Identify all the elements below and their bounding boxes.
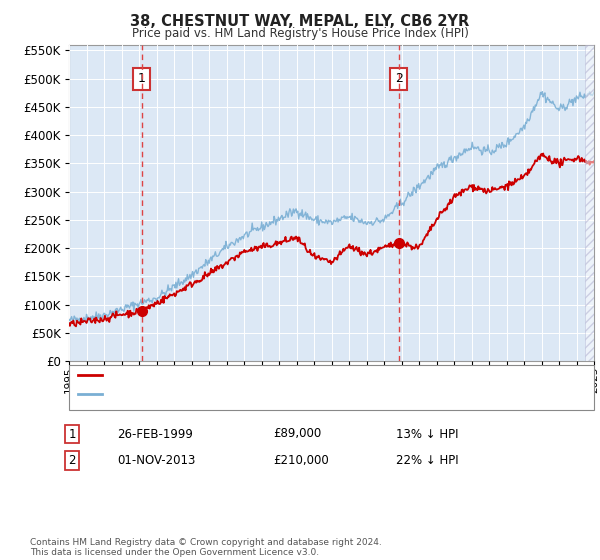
Text: 2: 2 bbox=[395, 72, 403, 85]
Text: 1: 1 bbox=[68, 427, 76, 441]
Polygon shape bbox=[585, 45, 594, 361]
Text: 2: 2 bbox=[68, 454, 76, 467]
Text: 22% ↓ HPI: 22% ↓ HPI bbox=[396, 454, 458, 467]
Text: £89,000: £89,000 bbox=[273, 427, 321, 441]
Text: 38, CHESTNUT WAY, MEPAL, ELY, CB6 2YR (detached house): 38, CHESTNUT WAY, MEPAL, ELY, CB6 2YR (d… bbox=[108, 370, 436, 380]
Text: 26-FEB-1999: 26-FEB-1999 bbox=[117, 427, 193, 441]
Text: £210,000: £210,000 bbox=[273, 454, 329, 467]
Text: Contains HM Land Registry data © Crown copyright and database right 2024.
This d: Contains HM Land Registry data © Crown c… bbox=[30, 538, 382, 557]
Text: 1: 1 bbox=[137, 72, 146, 85]
Text: 13% ↓ HPI: 13% ↓ HPI bbox=[396, 427, 458, 441]
Text: HPI: Average price, detached house, East Cambridgeshire: HPI: Average price, detached house, East… bbox=[108, 389, 424, 399]
Text: 01-NOV-2013: 01-NOV-2013 bbox=[117, 454, 196, 467]
Text: Price paid vs. HM Land Registry's House Price Index (HPI): Price paid vs. HM Land Registry's House … bbox=[131, 27, 469, 40]
Text: 38, CHESTNUT WAY, MEPAL, ELY, CB6 2YR: 38, CHESTNUT WAY, MEPAL, ELY, CB6 2YR bbox=[130, 14, 470, 29]
